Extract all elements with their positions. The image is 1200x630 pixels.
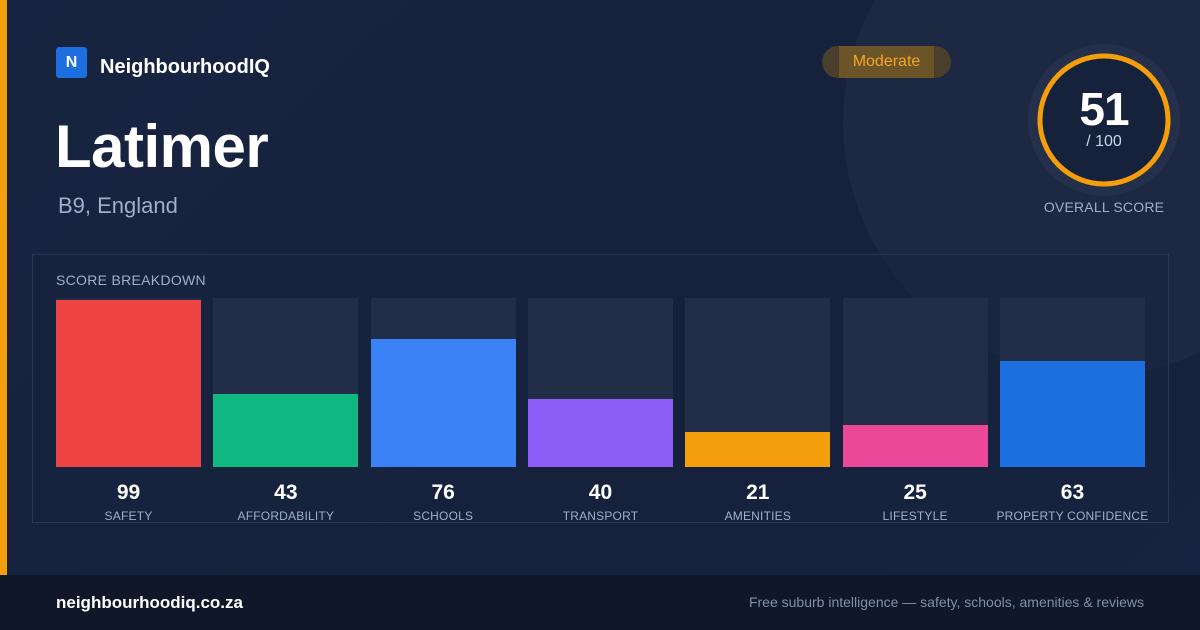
brand: N NeighbourhoodIQ (56, 46, 270, 79)
score-bar-label: LIFESTYLE (882, 509, 948, 523)
score-bar-fill (56, 299, 201, 467)
suburb-location: B9, England (58, 193, 178, 218)
score-bar-safety: 99 SAFETY (56, 298, 201, 523)
score-bar-label: TRANSPORT (562, 509, 639, 523)
score-bar-label: PROPERTY CONFIDENCE (996, 509, 1149, 523)
score-bar-transport: 40 TRANSPORT (527, 298, 673, 523)
score-bar-value: 25 (903, 481, 927, 504)
brand-name: NeighbourhoodIQ (100, 56, 270, 78)
overall-score-max: / 100 (1086, 133, 1122, 150)
overall-score-value: 51 (1079, 83, 1129, 135)
accent-stripe (0, 0, 7, 575)
rating-badge-label: Moderate (838, 46, 935, 78)
overall-score-ring: 51 / 100 (1028, 44, 1180, 196)
score-bar-label: SAFETY (104, 509, 153, 523)
score-bar-value: 76 (431, 481, 455, 504)
score-ring-arc (1037, 53, 1171, 187)
suburb-title: Latimer (55, 113, 269, 180)
score-bar-lifestyle: 25 LIFESTYLE (842, 298, 988, 523)
breakdown-title: SCORE BREAKDOWN (56, 272, 206, 288)
score-bar-fill (842, 424, 988, 467)
score-bar-track (999, 298, 1145, 467)
score-bar-track (685, 298, 831, 467)
score-bar-label: SCHOOLS (413, 509, 474, 523)
score-bar-fill (370, 338, 516, 467)
score-bar-property-confidence: 63 PROPERTY CONFIDENCE (996, 298, 1148, 523)
score-bar-track (56, 298, 201, 467)
overall-score-caption: OVERALL SCORE (1043, 199, 1165, 215)
score-bar-label: AMENITIES (724, 509, 792, 523)
footer-url: neighbourhoodiq.co.za (56, 593, 243, 612)
score-bar-affordability: 43 AFFORDABILITY (213, 298, 359, 523)
score-ring-graphic (1028, 44, 1180, 196)
footer-tagline: Free suburb intelligence — safety, schoo… (748, 594, 1144, 610)
score-bar-schools: 76 SCHOOLS (370, 298, 516, 523)
score-bar-fill (685, 431, 831, 467)
score-bar-value: 99 (116, 481, 141, 504)
score-bar-label: AFFORDABILITY (237, 509, 335, 523)
score-bar-value: 43 (274, 481, 298, 504)
score-bar-value: 21 (746, 481, 770, 504)
score-bar-value: 40 (588, 481, 613, 504)
score-bar-fill (999, 360, 1145, 467)
score-bar-amenities: 21 AMENITIES (685, 298, 831, 523)
score-bar-track (842, 298, 988, 467)
score-breakdown-panel: SCORE BREAKDOWN 99 SAFETY 43 AFFORDABILITY 7… (32, 254, 1169, 523)
score-bar-track (213, 298, 359, 467)
rating-badge: Moderate (822, 46, 951, 78)
footer: neighbourhoodiq.co.za Free suburb intell… (0, 575, 1200, 630)
brand-logo-icon: N (56, 47, 87, 78)
score-bar-fill (213, 394, 359, 467)
score-bar-track (370, 298, 516, 467)
score-bar-fill (527, 399, 673, 467)
breakdown-bars: 99 SAFETY 43 AFFORDABILITY 76 SCHOOLS 40 TRANSP… (56, 298, 1148, 523)
score-bar-value: 63 (1060, 481, 1085, 504)
score-bar-track (527, 298, 673, 467)
